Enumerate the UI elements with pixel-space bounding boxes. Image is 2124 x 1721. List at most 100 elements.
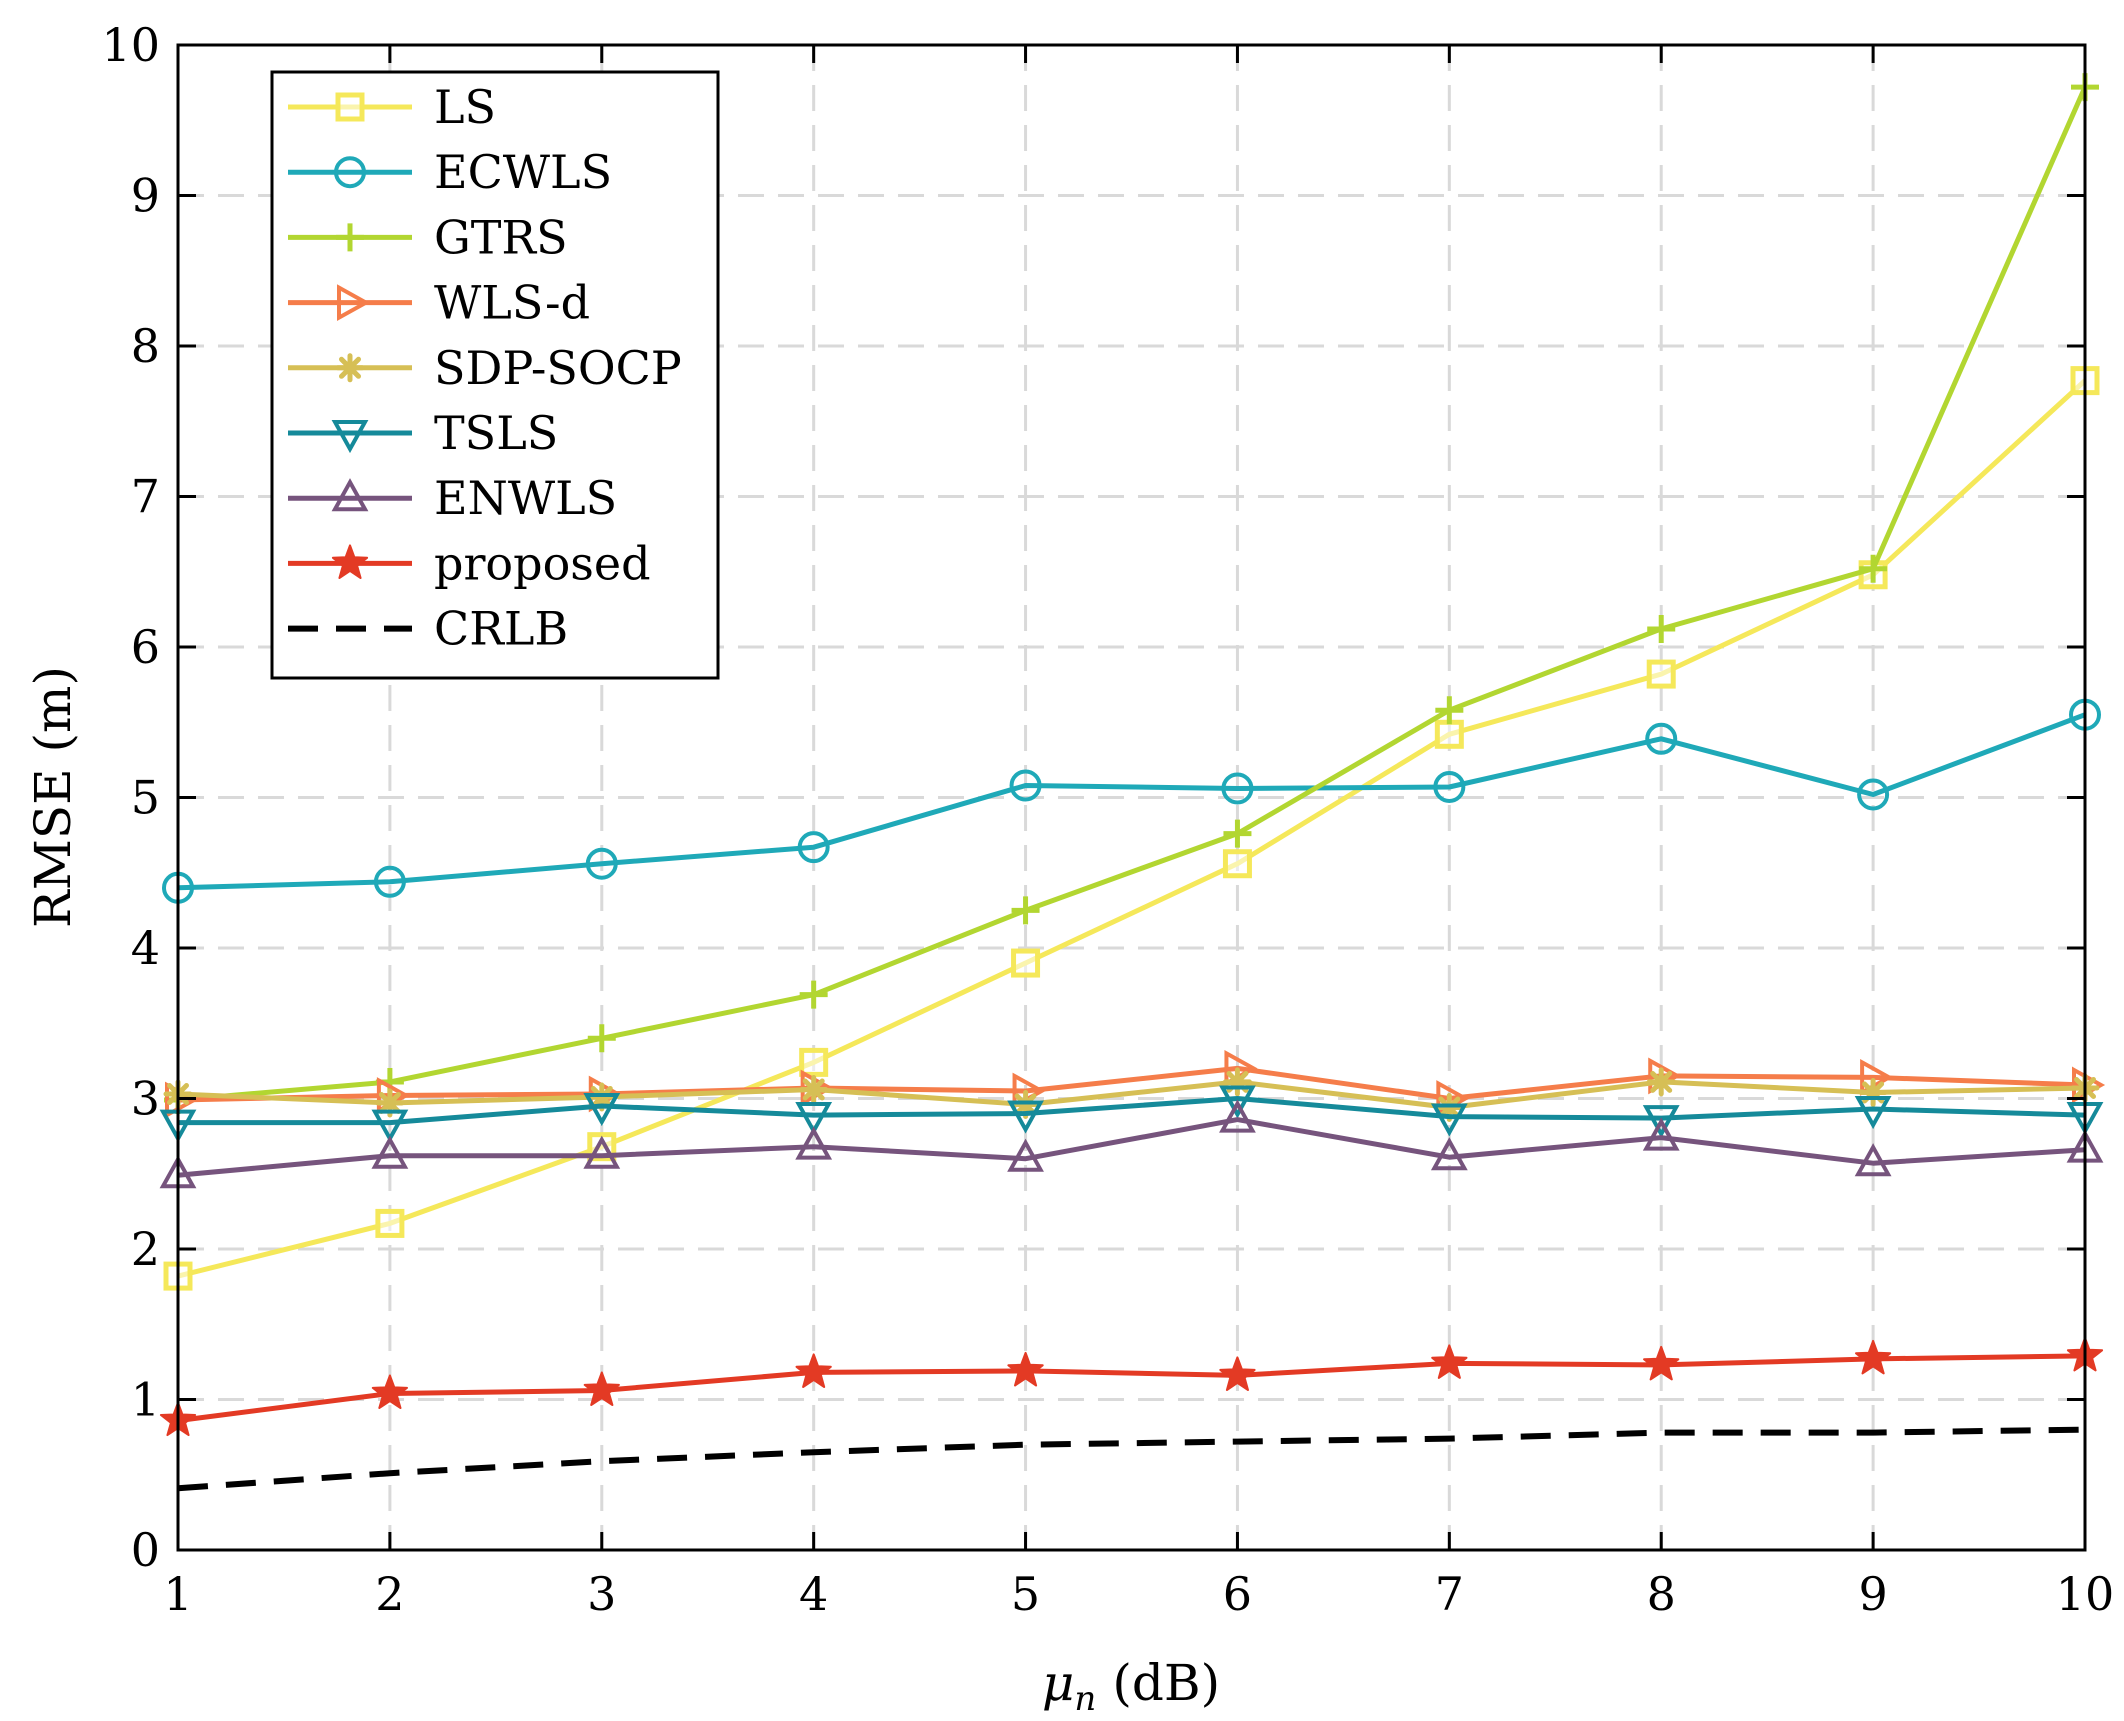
data-point-ls xyxy=(1646,659,1676,689)
y-tick-label: 3 xyxy=(131,1072,160,1126)
data-point-proposed xyxy=(583,1371,620,1406)
data-point-enwls xyxy=(583,1135,621,1169)
data-point-ecwls xyxy=(1433,770,1466,803)
data-point-enwls xyxy=(1007,1138,1044,1172)
legend-entry-tsls: TSLS xyxy=(288,406,558,460)
data-point-proposed xyxy=(371,1374,408,1409)
x-tick-label: 10 xyxy=(2056,1567,2115,1621)
legend-entry-ls: LS xyxy=(288,80,496,134)
data-point-sdp-socp xyxy=(1222,1067,1252,1097)
data-point-tsls xyxy=(1854,1096,1892,1130)
series-line-gtrs xyxy=(177,86,2088,1103)
data-point-gtrs xyxy=(1647,614,1676,643)
series-enwls xyxy=(159,1099,2104,1189)
data-point-ecwls xyxy=(1221,772,1254,805)
y-tick-labels: 0 1 2 3 4 5 6 7 8 9 10 xyxy=(101,18,160,1577)
legend-label-sdp-socp: SDP-SOCP xyxy=(434,341,682,395)
data-point-wls-d xyxy=(1860,1059,1894,1096)
legend-marker-ecwls xyxy=(334,156,366,189)
x-axis-label: μn (dB) xyxy=(1042,1654,1220,1719)
data-point-proposed xyxy=(1643,1345,1680,1381)
data-point-enwls xyxy=(1854,1143,1892,1177)
data-point-gtrs xyxy=(1011,896,1040,925)
series-line-ecwls xyxy=(177,712,2086,891)
legend-marker-proposed xyxy=(331,544,369,579)
x-axis-label-symbol: μ xyxy=(1042,1654,1075,1712)
y-tick-label: 0 xyxy=(131,1523,160,1577)
legend-marker-tsls xyxy=(331,420,369,454)
legend-marker-enwls xyxy=(331,478,369,512)
data-point-tsls xyxy=(1007,1100,1044,1134)
data-point-ecwls xyxy=(1009,769,1042,802)
x-tick-label: 2 xyxy=(375,1567,404,1621)
data-point-enwls xyxy=(1219,1099,1256,1133)
data-point-gtrs xyxy=(1859,554,1888,583)
x-tick-label: 7 xyxy=(1435,1567,1464,1621)
data-point-sdp-socp xyxy=(1646,1067,1676,1097)
data-point-proposed xyxy=(1431,1344,1468,1379)
y-axis-label: RMSE (m) xyxy=(24,666,82,928)
data-point-tsls xyxy=(583,1093,621,1127)
y-tick-label: 5 xyxy=(131,771,160,825)
axis-ticks xyxy=(176,43,2087,1552)
series-line-tsls xyxy=(178,1096,2086,1126)
legend-label-enwls: ENWLS xyxy=(434,471,617,525)
legend-marker-ls xyxy=(335,92,365,122)
legend: LS ECWLS GTRS WLS-d SDP-SOCP TSLS ENWLS propose… xyxy=(270,70,720,680)
data-point-proposed xyxy=(795,1353,832,1388)
series-line-sdp-socp xyxy=(177,1079,2086,1110)
data-point-gtrs xyxy=(799,980,828,1009)
legend-entry-crlb: CRLB xyxy=(288,602,568,656)
series-line-proposed xyxy=(177,1353,2086,1424)
y-tick-label: 8 xyxy=(131,319,160,373)
series-line-wls-d xyxy=(177,1065,2086,1103)
legend-marker-gtrs xyxy=(336,223,364,252)
legend-label-tsls: TSLS xyxy=(434,406,558,460)
x-tick-label: 4 xyxy=(799,1567,828,1621)
data-point-tsls xyxy=(1219,1085,1256,1119)
x-tick-label: 8 xyxy=(1647,1567,1676,1621)
legend-entry-enwls: ENWLS xyxy=(288,471,617,525)
legend-marker-wls-d xyxy=(337,284,371,321)
data-point-wls-d xyxy=(1224,1050,1258,1087)
data-point-tsls xyxy=(1430,1103,1468,1137)
data-point-gtrs xyxy=(587,1024,616,1053)
data-point-tsls xyxy=(1642,1105,1680,1139)
legend-label-crlb: CRLB xyxy=(434,602,568,656)
x-tick-label: 9 xyxy=(1858,1567,1887,1621)
data-point-ecwls xyxy=(585,847,618,880)
y-tick-label: 4 xyxy=(131,921,160,975)
legend-label-ecwls: ECWLS xyxy=(434,145,612,199)
data-point-sdp-socp xyxy=(799,1075,829,1104)
series-crlb xyxy=(177,1426,2086,1492)
series-ecwls xyxy=(162,698,2101,904)
x-axis-label-unit: (dB) xyxy=(1112,1654,1220,1712)
data-point-ecwls xyxy=(797,831,830,864)
data-point-ls xyxy=(1434,719,1464,749)
data-point-proposed xyxy=(1855,1339,1892,1375)
data-point-proposed xyxy=(1007,1351,1044,1387)
y-tick-label: 6 xyxy=(131,620,160,674)
data-point-sdp-socp xyxy=(1858,1078,1888,1107)
x-tick-label: 6 xyxy=(1223,1567,1252,1621)
legend-label-ls: LS xyxy=(434,80,496,134)
data-point-tsls xyxy=(371,1109,409,1143)
data-point-proposed xyxy=(1219,1356,1256,1391)
data-point-sdp-socp xyxy=(375,1088,405,1118)
legend-entry-sdp-socp: SDP-SOCP xyxy=(288,341,682,395)
y-tick-label: 10 xyxy=(101,18,160,72)
x-tick-label: 1 xyxy=(163,1567,192,1621)
legend-label-gtrs: GTRS xyxy=(434,210,568,264)
data-point-enwls xyxy=(795,1126,833,1160)
data-point-enwls xyxy=(371,1135,409,1169)
legend-label-proposed: proposed xyxy=(434,536,651,590)
legend-entry-proposed: proposed xyxy=(288,536,651,590)
data-point-gtrs xyxy=(1223,819,1252,848)
x-axis-label-subscript: n xyxy=(1074,1679,1096,1719)
legend-marker-sdp-socp xyxy=(335,353,365,383)
data-point-ecwls xyxy=(1645,722,1678,755)
x-tick-label: 5 xyxy=(1011,1567,1040,1621)
data-point-ls xyxy=(799,1047,829,1077)
series-line-ls xyxy=(177,378,2087,1279)
